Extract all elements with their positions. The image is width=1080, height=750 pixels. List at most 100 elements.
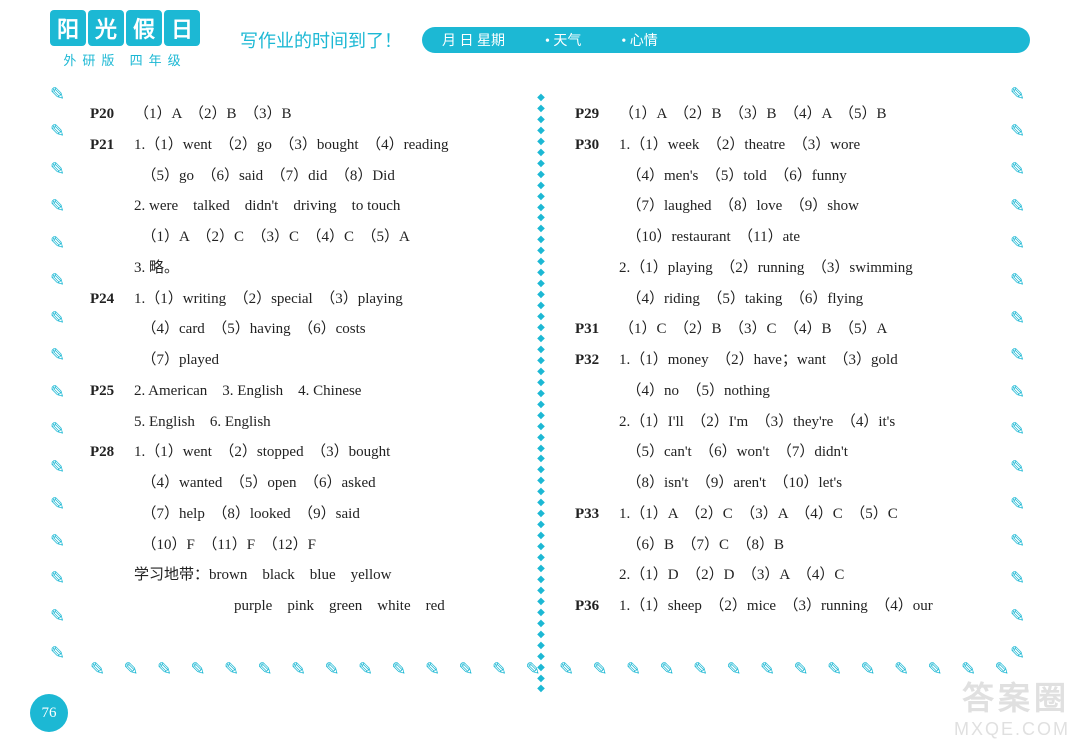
page-ref-label [90,161,134,192]
divider-dot-icon: ◆ [537,116,545,124]
answer-text: （10）F （11）F （12）F [134,530,515,561]
divider-dot-icon: ◆ [537,127,545,135]
divider-dot-icon: ◆ [537,455,545,463]
answer-line: 5. English 6. English [90,407,515,438]
answer-line: （8）isn't （9）aren't （10）let's [575,468,1000,499]
divider-dot-icon: ◆ [537,105,545,113]
answer-text: 2.（1）I'll （2）I'm （3）they're （4）it's [619,407,1000,438]
answer-line: P31（1）C （2）B （3）C （4）B （5）A [575,314,1000,345]
answer-line: （4）men's （5）told （6）funny [575,161,1000,192]
logo-block: 阳光假日 外研版 四年级 [50,10,200,69]
answer-text: （1）A （2）C （3）C （4）C （5）A [134,222,515,253]
divider-dot-icon: ◆ [537,313,545,321]
divider-dot-icon: ◆ [537,653,545,661]
divider-dot-icon: ◆ [537,225,545,233]
answer-text: 学习地带：brown black blue yellow [134,560,515,591]
header-pill: 月 日 星期 • 天气 • 心情 [422,27,1030,53]
answer-line: P241.（1）writing （2）special （3）playing [90,284,515,315]
answer-line: 2.（1）D （2）D （3）A （4）C [575,560,1000,591]
divider-dot-icon: ◆ [537,642,545,650]
answer-text: （4）men's （5）told （6）funny [619,161,1000,192]
watermark-line2: MXQE.COM [954,719,1070,740]
answer-text: （4）card （5）having （6）costs [134,314,515,345]
page-ref-label [90,314,134,345]
answer-line: P211.（1）went （2）go （3）bought （4）reading [90,130,515,161]
divider-dot-icon: ◆ [537,675,545,683]
divider-dot-icon: ◆ [537,620,545,628]
answer-line: 2.（1）I'll （2）I'm （3）they're （4）it's [575,407,1000,438]
page-ref-label [575,376,619,407]
logo-chars: 阳光假日 [50,10,200,46]
answer-line: 学习地带：brown black blue yellow [90,560,515,591]
answer-text: 1.（1）writing （2）special （3）playing [134,284,515,315]
answer-line: （7）laughed （8）love （9）show [575,191,1000,222]
page-ref-label [90,253,134,284]
logo-char: 光 [88,10,124,46]
page-ref-label: P24 [90,284,134,315]
answer-line: P361.（1）sheep （2）mice （3）running （4）our [575,591,1000,622]
page-number-badge: 76 [30,694,68,732]
answer-line: P252. American 3. English 4. Chinese [90,376,515,407]
pill-item: • 天气 [545,30,581,50]
answer-text: （10）restaurant （11）ate [619,222,1000,253]
answer-line: P281.（1）went （2）stopped （3）bought [90,437,515,468]
divider-dot-icon: ◆ [537,269,545,277]
right-column: P29（1）A （2）B （3）B （4）A （5）BP301.（1）week … [540,99,1000,689]
answer-line: （5）can't （6）won't （7）didn't [575,437,1000,468]
divider-dot-icon: ◆ [537,532,545,540]
pill-item: • 心情 [621,30,657,50]
column-divider: ◆◆◆◆◆◆◆◆◆◆◆◆◆◆◆◆◆◆◆◆◆◆◆◆◆◆◆◆◆◆◆◆◆◆◆◆◆◆◆◆… [540,94,542,694]
answer-line: （4）riding （5）taking （6）flying [575,284,1000,315]
answer-text: （1）A （2）B （3）B （4）A （5）B [619,99,1000,130]
answer-text: 1.（1）A （2）C （3）A （4）C （5）C [619,499,1000,530]
answer-line: P29（1）A （2）B （3）B （4）A （5）B [575,99,1000,130]
divider-dot-icon: ◆ [537,510,545,518]
divider-dot-icon: ◆ [537,434,545,442]
divider-dot-icon: ◆ [537,631,545,639]
answer-text: （1）A （2）B （3）B [134,99,515,130]
page-ref-label [575,161,619,192]
divider-dot-icon: ◆ [537,182,545,190]
answer-text: 1.（1）sheep （2）mice （3）running （4）our [619,591,1000,622]
divider-dot-icon: ◆ [537,247,545,255]
page-ref-label [90,468,134,499]
answer-text: （4）wanted （5）open （6）asked [134,468,515,499]
answer-text: 2.（1）playing （2）running （3）swimming [619,253,1000,284]
answer-line: （5）go （6）said （7）did （8）Did [90,161,515,192]
logo-subtitle: 外研版 四年级 [63,50,186,69]
answer-line: P331.（1）A （2）C （3）A （4）C （5）C [575,499,1000,530]
divider-dot-icon: ◆ [537,236,545,244]
divider-dot-icon: ◆ [537,171,545,179]
answer-line: （10）restaurant （11）ate [575,222,1000,253]
page-ref-label: P32 [575,345,619,376]
divider-dot-icon: ◆ [537,291,545,299]
page-ref-label [575,560,619,591]
page-ref-label: P20 [90,99,134,130]
answer-text: （7）laughed （8）love （9）show [619,191,1000,222]
divider-dot-icon: ◆ [537,576,545,584]
answer-line: 2. were talked didn't driving to touch [90,191,515,222]
answer-line: （7）played [90,345,515,376]
left-column: P20（1）A （2）B （3）BP211.（1）went （2）go （3）b… [90,99,540,689]
answer-text: 2. were talked didn't driving to touch [134,191,515,222]
answer-text: （5）go （6）said （7）did （8）Did [134,161,515,192]
answer-text: 1.（1）went （2）go （3）bought （4）reading [134,130,515,161]
answer-text: （1）C （2）B （3）C （4）B （5）A [619,314,1000,345]
divider-dot-icon: ◆ [537,193,545,201]
pill-item: 月 日 星期 [442,30,505,50]
page-header: 阳光假日 外研版 四年级 写作业的时间到了！ 月 日 星期• 天气• 心情 [0,0,1080,74]
divider-dot-icon: ◆ [537,324,545,332]
divider-dot-icon: ◆ [537,412,545,420]
divider-dot-icon: ◆ [537,214,545,222]
divider-dot-icon: ◆ [537,685,545,693]
divider-dot-icon: ◆ [537,280,545,288]
page-ref-label: P36 [575,591,619,622]
divider-dot-icon: ◆ [537,204,545,212]
content-frame: ✎✎✎✎✎✎✎✎✎✎✎✎✎✎✎✎ ✎✎✎✎✎✎✎✎✎✎✎✎✎✎✎✎ ✎✎✎✎✎✎… [50,84,1030,704]
page-ref-label: P33 [575,499,619,530]
page-ref-label: P21 [90,130,134,161]
divider-dot-icon: ◆ [537,368,545,376]
divider-dot-icon: ◆ [537,302,545,310]
divider-dot-icon: ◆ [537,521,545,529]
page-ref-label [575,468,619,499]
